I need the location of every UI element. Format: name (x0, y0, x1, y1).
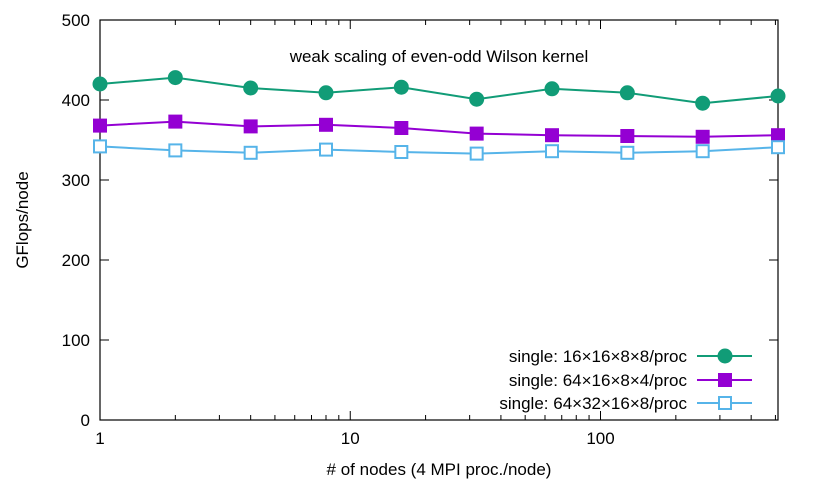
data-point (545, 144, 559, 159)
data-point (318, 85, 334, 101)
legend-marker (717, 348, 733, 364)
data-point (469, 91, 485, 107)
series-2 (93, 114, 785, 144)
data-point (92, 76, 108, 92)
legend-marker (718, 396, 732, 410)
legend-label: single: 16×16×8×8/proc (509, 347, 688, 366)
series-1 (92, 70, 786, 111)
data-point (695, 95, 711, 111)
data-point (393, 79, 409, 95)
series-line (99, 145, 779, 155)
data-point (620, 145, 635, 160)
y-axis-label: GFlops/node (13, 171, 32, 268)
data-point (168, 143, 183, 158)
data-point (243, 80, 259, 96)
y-tick-label: 0 (81, 411, 90, 430)
legend-label: single: 64×16×8×4/proc (509, 371, 688, 390)
data-point (243, 145, 258, 160)
y-tick-label: 100 (62, 331, 90, 350)
data-point (469, 146, 484, 161)
data-point (695, 144, 710, 159)
y-tick-label: 200 (62, 251, 90, 270)
series-layer (92, 70, 786, 161)
data-point (168, 114, 183, 129)
y-tick-label: 400 (62, 91, 90, 110)
data-point (771, 128, 785, 143)
data-point (394, 121, 409, 135)
data-point (167, 70, 183, 86)
data-point (319, 117, 333, 132)
legend-marker (718, 373, 732, 387)
data-point (545, 128, 559, 143)
series-line (99, 76, 779, 105)
plot-frame (99, 19, 779, 421)
y-tick-label: 300 (62, 171, 90, 190)
axes: 0 100 200 300 400 500 1 10 100 (62, 11, 779, 448)
x-axis-label: # of nodes (4 MPI proc./node) (327, 460, 552, 479)
data-point (469, 126, 484, 141)
data-point (620, 129, 635, 143)
data-point (93, 139, 107, 154)
data-point (243, 119, 258, 134)
series-3 (93, 139, 785, 161)
data-point (319, 142, 333, 157)
data-point (93, 118, 107, 133)
data-point (695, 129, 710, 144)
data-point (619, 85, 635, 101)
x-tick-label: 100 (586, 429, 614, 448)
chart-title: weak scaling of even-odd Wilson kernel (289, 47, 589, 66)
legend: single: 16×16×8×8/proc single: 64×16×8×4/… (499, 347, 752, 413)
data-point (771, 140, 785, 155)
data-point (394, 145, 409, 159)
legend-label: single: 64×32×16×8/proc (499, 394, 687, 413)
data-point (770, 88, 786, 104)
x-tick-label: 10 (341, 429, 360, 448)
x-tick-label: 1 (95, 429, 104, 448)
data-point (544, 81, 560, 97)
series-line (99, 120, 779, 138)
y-tick-label: 500 (62, 11, 90, 30)
